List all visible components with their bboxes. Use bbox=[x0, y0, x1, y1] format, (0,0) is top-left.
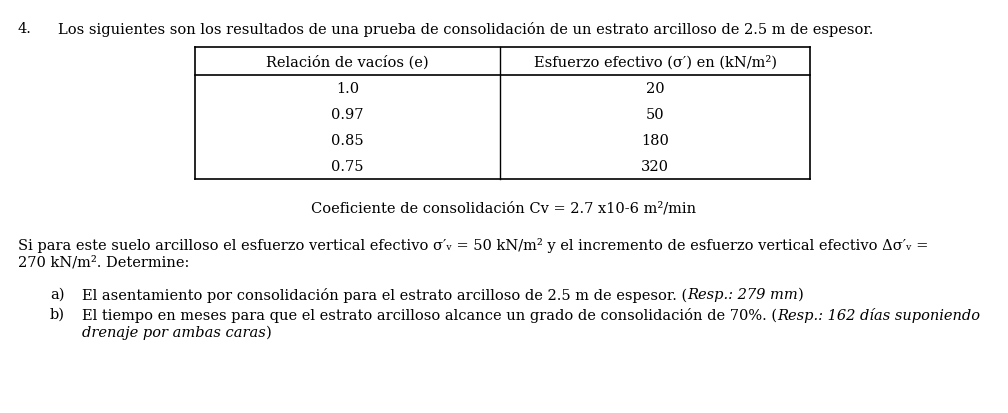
Text: drenaje por ambas caras: drenaje por ambas caras bbox=[82, 325, 266, 339]
Text: 0.75: 0.75 bbox=[332, 159, 364, 173]
Text: 0.85: 0.85 bbox=[332, 134, 364, 147]
Text: Relación de vacíos (e): Relación de vacíos (e) bbox=[266, 55, 428, 69]
Text: Esfuerzo efectivo (σ′) en (kN/m²): Esfuerzo efectivo (σ′) en (kN/m²) bbox=[533, 55, 776, 69]
Text: Resp.: 279 mm: Resp.: 279 mm bbox=[687, 287, 798, 301]
Text: 4.: 4. bbox=[18, 22, 32, 36]
Text: Si para este suelo arcilloso el esfuerzo vertical efectivo σ′ᵥ = 50 kN/m² y el i: Si para este suelo arcilloso el esfuerzo… bbox=[18, 237, 928, 252]
Text: Los siguientes son los resultados de una prueba de consolidación de un estrato a: Los siguientes son los resultados de una… bbox=[58, 22, 873, 37]
Text: 1.0: 1.0 bbox=[336, 82, 359, 96]
Text: ): ) bbox=[798, 287, 803, 301]
Text: 180: 180 bbox=[641, 134, 669, 147]
Text: a): a) bbox=[50, 287, 65, 301]
Text: 270 kN/m². Determine:: 270 kN/m². Determine: bbox=[18, 255, 190, 269]
Text: 20: 20 bbox=[646, 82, 664, 96]
Text: ): ) bbox=[266, 325, 271, 339]
Text: b): b) bbox=[50, 307, 65, 321]
Text: El tiempo en meses para que el estrato arcilloso alcance un grado de consolidaci: El tiempo en meses para que el estrato a… bbox=[82, 307, 777, 322]
Text: 50: 50 bbox=[646, 108, 664, 122]
Text: El asentamiento por consolidación para el estrato arcilloso de 2.5 m de espesor.: El asentamiento por consolidación para e… bbox=[82, 287, 687, 302]
Text: Coeficiente de consolidación Cv = 2.7 x10-6 m²/min: Coeficiente de consolidación Cv = 2.7 x1… bbox=[311, 202, 697, 216]
Text: Resp.: 162 días suponiendo: Resp.: 162 días suponiendo bbox=[777, 307, 980, 322]
Text: 0.97: 0.97 bbox=[332, 108, 364, 122]
Text: 320: 320 bbox=[641, 159, 669, 173]
